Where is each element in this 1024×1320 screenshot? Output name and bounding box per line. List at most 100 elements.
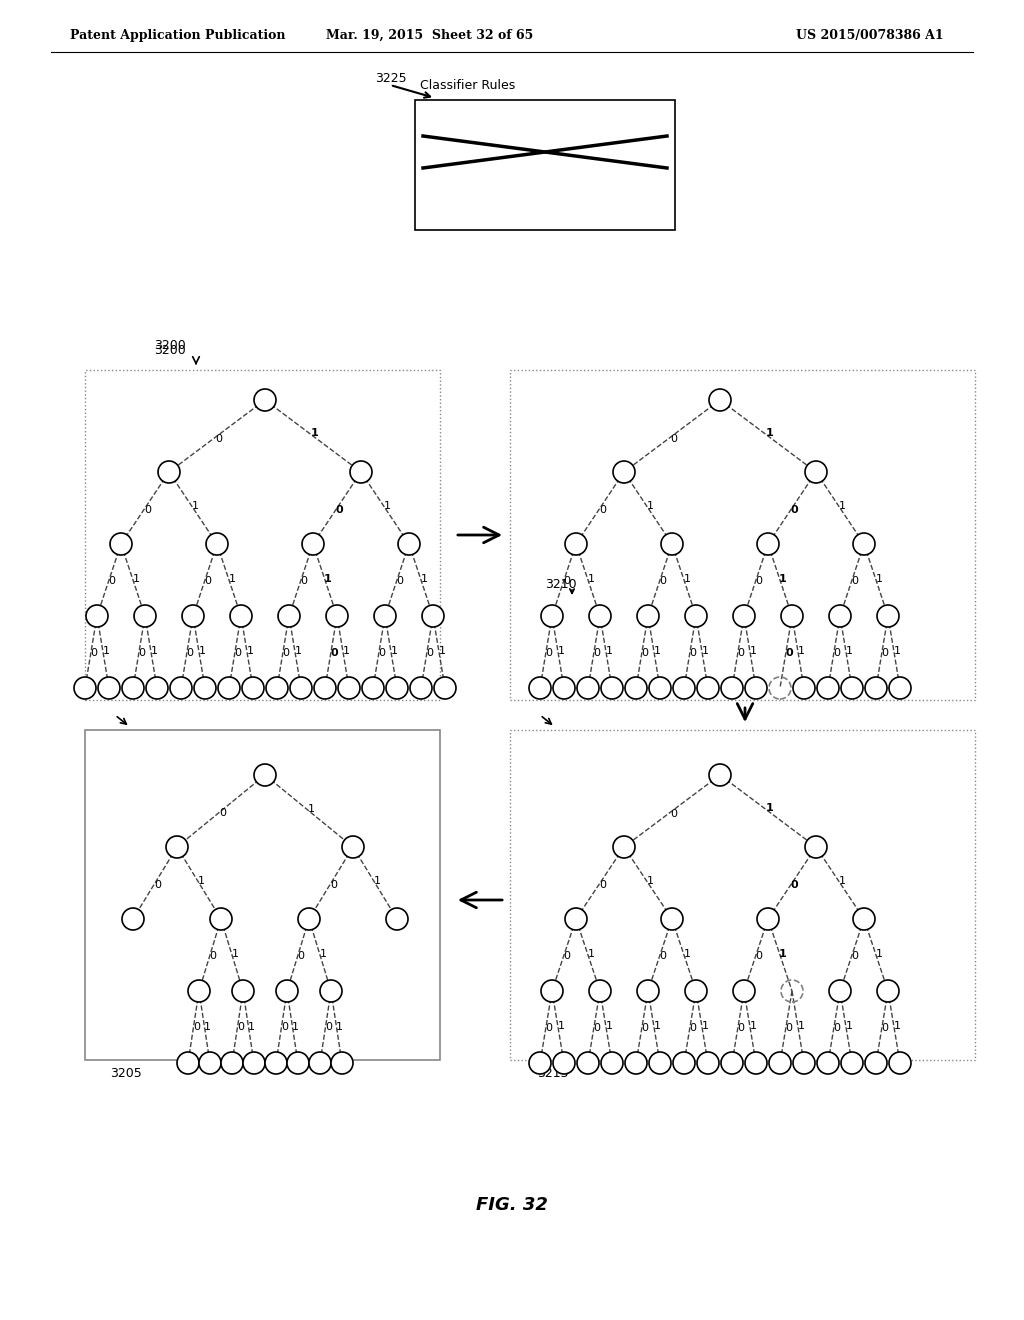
Circle shape: [745, 677, 767, 700]
Text: 1: 1: [199, 876, 205, 886]
Circle shape: [529, 1052, 551, 1074]
Circle shape: [817, 677, 839, 700]
Circle shape: [221, 1052, 243, 1074]
Circle shape: [265, 1052, 287, 1074]
Circle shape: [541, 979, 563, 1002]
Text: 1: 1: [292, 1022, 299, 1031]
Text: 1: 1: [588, 949, 595, 960]
Circle shape: [134, 605, 156, 627]
Text: 0: 0: [298, 950, 304, 961]
Text: 0: 0: [300, 576, 307, 586]
Text: 1: 1: [839, 876, 846, 886]
Circle shape: [230, 605, 252, 627]
Text: 1: 1: [653, 647, 660, 656]
Circle shape: [302, 533, 324, 554]
Text: 1: 1: [750, 647, 757, 656]
Circle shape: [625, 677, 647, 700]
Circle shape: [649, 1052, 671, 1074]
Text: 1: 1: [839, 502, 846, 511]
Text: 0: 0: [791, 504, 799, 515]
Text: 1: 1: [102, 647, 110, 656]
Circle shape: [853, 908, 874, 931]
Text: 1: 1: [846, 1022, 853, 1031]
Text: 0: 0: [546, 1023, 553, 1032]
Circle shape: [74, 677, 96, 700]
Circle shape: [865, 1052, 887, 1074]
Text: Rule 1 - tcp_dst(1111): Rule 1 - tcp_dst(1111): [483, 116, 606, 128]
Text: 0: 0: [791, 879, 799, 890]
Text: 1: 1: [876, 574, 883, 583]
Circle shape: [877, 979, 899, 1002]
Text: Mar. 19, 2015  Sheet 32 of 65: Mar. 19, 2015 Sheet 32 of 65: [327, 29, 534, 41]
Text: 0: 0: [330, 879, 337, 890]
Circle shape: [374, 605, 396, 627]
Circle shape: [625, 1052, 647, 1074]
Text: 1: 1: [647, 502, 654, 511]
Text: 1: 1: [798, 1022, 805, 1031]
Circle shape: [805, 461, 827, 483]
Circle shape: [182, 605, 204, 627]
Circle shape: [298, 908, 319, 931]
Text: 1: 1: [750, 1022, 757, 1031]
Circle shape: [733, 605, 755, 627]
Text: 1: 1: [438, 647, 445, 656]
Text: 1: 1: [558, 1022, 564, 1031]
Circle shape: [242, 677, 264, 700]
Text: 0: 0: [594, 1023, 601, 1032]
Circle shape: [110, 533, 132, 554]
Circle shape: [276, 979, 298, 1002]
Circle shape: [805, 836, 827, 858]
Text: 0: 0: [109, 576, 116, 586]
FancyBboxPatch shape: [85, 730, 440, 1060]
Text: 1: 1: [894, 647, 901, 656]
Circle shape: [146, 677, 168, 700]
Circle shape: [166, 836, 188, 858]
Circle shape: [290, 677, 312, 700]
Text: 0: 0: [238, 1023, 244, 1032]
Circle shape: [841, 677, 863, 700]
Text: 0: 0: [396, 576, 403, 586]
Text: 1: 1: [588, 574, 595, 583]
Text: 1: 1: [766, 804, 774, 813]
Circle shape: [314, 677, 336, 700]
Circle shape: [206, 533, 228, 554]
Circle shape: [199, 1052, 221, 1074]
Text: 1: 1: [311, 429, 318, 438]
Circle shape: [877, 605, 899, 627]
Circle shape: [841, 1052, 863, 1074]
Circle shape: [529, 677, 551, 700]
Circle shape: [177, 1052, 199, 1074]
Circle shape: [243, 1052, 265, 1074]
Circle shape: [889, 677, 911, 700]
Text: Patent Application Publication: Patent Application Publication: [70, 29, 286, 41]
Text: 0: 0: [737, 648, 744, 657]
Text: 0: 0: [91, 648, 97, 657]
Text: 1: 1: [248, 1022, 255, 1031]
Text: 1: 1: [684, 949, 690, 960]
Text: 0: 0: [785, 648, 793, 657]
Circle shape: [254, 764, 276, 785]
Circle shape: [829, 979, 851, 1002]
Text: 1: 1: [605, 1022, 612, 1031]
Text: 0: 0: [336, 504, 343, 515]
Text: 3215: 3215: [537, 1067, 568, 1080]
Circle shape: [817, 1052, 839, 1074]
Circle shape: [733, 979, 755, 1002]
Text: 1: 1: [391, 647, 397, 656]
Circle shape: [386, 908, 408, 931]
Text: 0: 0: [642, 1023, 648, 1032]
Circle shape: [541, 605, 563, 627]
Text: 0: 0: [563, 576, 570, 586]
Text: 0: 0: [737, 1023, 744, 1032]
Text: 1: 1: [779, 574, 786, 583]
Text: 3205: 3205: [110, 1067, 141, 1080]
Text: 0: 0: [756, 576, 763, 586]
Circle shape: [781, 605, 803, 627]
Text: 1: 1: [684, 574, 690, 583]
Circle shape: [697, 1052, 719, 1074]
FancyBboxPatch shape: [85, 370, 440, 700]
Text: 0: 0: [882, 648, 889, 657]
Text: 0: 0: [282, 1023, 288, 1032]
Circle shape: [434, 677, 456, 700]
Circle shape: [331, 1052, 353, 1074]
